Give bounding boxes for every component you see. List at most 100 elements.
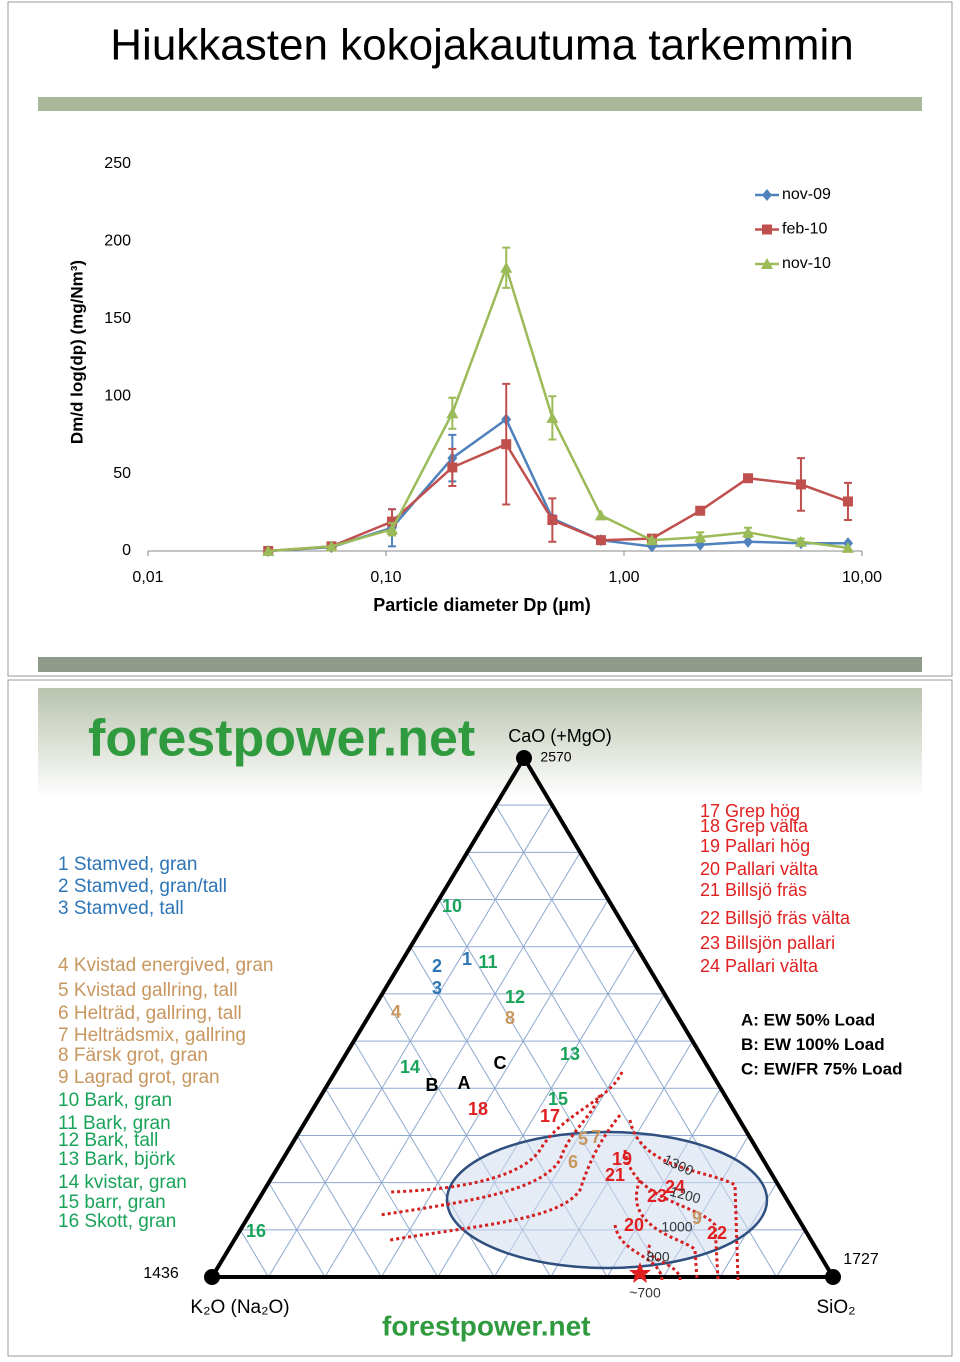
data-point bbox=[446, 407, 459, 419]
legend-entry: 7 Helträdsmix, gallring bbox=[58, 1025, 246, 1046]
legend-entry: 8 Färsk grot, gran bbox=[58, 1045, 208, 1066]
point-label: C bbox=[494, 1053, 507, 1073]
legend-label: feb-10 bbox=[782, 221, 827, 238]
vertex-label: SiO₂ bbox=[816, 1297, 855, 1318]
data-point bbox=[794, 535, 807, 547]
data-point bbox=[594, 509, 607, 521]
data-point bbox=[841, 541, 854, 553]
vertex-dot bbox=[204, 1269, 220, 1285]
point-label: B bbox=[426, 1075, 439, 1095]
ternary-grid-line bbox=[776, 1229, 806, 1278]
legend-entry: 16 Skott, gran bbox=[58, 1211, 176, 1232]
data-point bbox=[547, 515, 558, 526]
point-label: 20 bbox=[624, 1215, 644, 1235]
x-tick-label: 0,01 bbox=[132, 569, 163, 586]
point-label: 12 bbox=[505, 987, 525, 1007]
legend-entry: 12 Bark, tall bbox=[58, 1130, 158, 1151]
legend-entry: 22 Billsjö fräs välta bbox=[700, 908, 851, 928]
point-label: 17 bbox=[540, 1106, 560, 1126]
photo-band bbox=[38, 657, 922, 672]
isotherm-curve bbox=[635, 1179, 699, 1281]
vertex-temperature: 1727 bbox=[843, 1251, 879, 1268]
legend-entry: 1 Stamved, gran bbox=[58, 854, 197, 875]
data-point bbox=[694, 531, 707, 543]
point-label: 13 bbox=[560, 1044, 580, 1064]
legend-entry: 14 kvistar, gran bbox=[58, 1172, 187, 1193]
point-label: 1 bbox=[462, 949, 472, 969]
vertex-dot bbox=[825, 1269, 841, 1285]
y-tick-label: 100 bbox=[104, 387, 131, 404]
point-label: 24 bbox=[665, 1177, 685, 1197]
x-tick-label: 10,00 bbox=[842, 569, 882, 586]
photo-header bbox=[38, 688, 922, 798]
x-axis-label: Particle diameter Dp (µm) bbox=[373, 595, 590, 615]
data-point bbox=[743, 473, 754, 484]
data-point bbox=[645, 534, 658, 546]
data-point bbox=[795, 479, 806, 490]
y-tick-label: 200 bbox=[104, 233, 131, 250]
point-label: 23 bbox=[647, 1186, 667, 1206]
legend-marker bbox=[761, 258, 773, 269]
data-point bbox=[447, 462, 458, 473]
point-label: 4 bbox=[391, 1002, 401, 1022]
ternary-grid-line bbox=[324, 852, 581, 1278]
legend-entry: 17 Grep hög bbox=[700, 801, 800, 821]
point-label: 9 bbox=[692, 1208, 702, 1228]
legend-entry: 23 Billsjön pallari bbox=[700, 933, 835, 953]
point-label: 19 bbox=[612, 1149, 632, 1169]
isotherm-curve bbox=[628, 1119, 740, 1281]
plot-area: 0 50 100 150 200 250 0,01 0,10 1,00 10,00 nov-09 fe… bbox=[104, 155, 882, 586]
photo-band bbox=[38, 97, 922, 111]
point-label: 6 bbox=[568, 1152, 578, 1172]
y-tick-label: 250 bbox=[104, 155, 131, 172]
legend-label: nov-10 bbox=[782, 255, 831, 272]
load-legend: C: EW/FR 75% Load bbox=[741, 1059, 903, 1078]
legend-marker bbox=[762, 189, 772, 201]
isotherm-label: 1200 bbox=[668, 1183, 702, 1207]
y-tick-label: 150 bbox=[104, 310, 131, 327]
data-point bbox=[387, 516, 398, 527]
legend-entry: 6 Helträd, gallring, tall bbox=[58, 1003, 242, 1024]
ternary-grid-line bbox=[268, 804, 553, 1278]
vertex-label: CaO (+MgO) bbox=[508, 726, 612, 746]
point-label: 7 bbox=[591, 1127, 601, 1147]
data-point bbox=[546, 411, 559, 423]
isotherm-curve bbox=[379, 1094, 602, 1217]
point-label: 22 bbox=[707, 1223, 727, 1243]
y-axis-label: Dm/d log(dp) (mg/Nm³) bbox=[67, 260, 86, 444]
point-label: 14 bbox=[400, 1057, 420, 1077]
legend-entry: 11 Bark, gran bbox=[58, 1113, 171, 1134]
point-label: 2 bbox=[432, 956, 442, 976]
point-label: 8 bbox=[505, 1008, 515, 1028]
ternary-grid-line bbox=[380, 899, 609, 1278]
legend-label: nov-09 bbox=[782, 186, 831, 203]
legend-entry: 24 Pallari välta bbox=[700, 956, 819, 976]
isotherm-curve bbox=[389, 1114, 622, 1242]
data-point bbox=[742, 526, 755, 538]
point-label: 15 bbox=[548, 1089, 568, 1109]
y-tick-label: 0 bbox=[122, 542, 131, 559]
vertex-temperature: 2570 bbox=[540, 749, 571, 765]
data-point bbox=[743, 535, 754, 548]
legend-entry: 13 Bark, björk bbox=[58, 1149, 176, 1170]
legend-entry: 9 Lagrad grot, gran bbox=[58, 1067, 220, 1088]
legend-entry: 3 Stamved, tall bbox=[58, 898, 184, 919]
data-point bbox=[695, 505, 706, 516]
ternary-triangle bbox=[208, 754, 837, 1279]
data-point bbox=[386, 523, 399, 535]
x-tick-label: 0,10 bbox=[370, 569, 401, 586]
melting-zone bbox=[445, 1130, 769, 1270]
legend-entry: 10 Bark, gran bbox=[58, 1090, 172, 1111]
series-line bbox=[268, 263, 849, 553]
ternary-grid-line bbox=[296, 1135, 382, 1278]
ternary-grid-line bbox=[239, 1229, 269, 1278]
legend-entry: 4 Kvistad energived, gran bbox=[58, 955, 273, 976]
chart-title: Hiukkasten kokojakautuma tarkemmin bbox=[110, 21, 853, 70]
data-point bbox=[842, 496, 853, 507]
vertex-label: K₂O (Na₂O) bbox=[190, 1297, 289, 1318]
x-tick-label: 1,00 bbox=[608, 569, 639, 586]
logo: forestpower.net bbox=[88, 710, 475, 768]
data-point bbox=[325, 540, 338, 552]
